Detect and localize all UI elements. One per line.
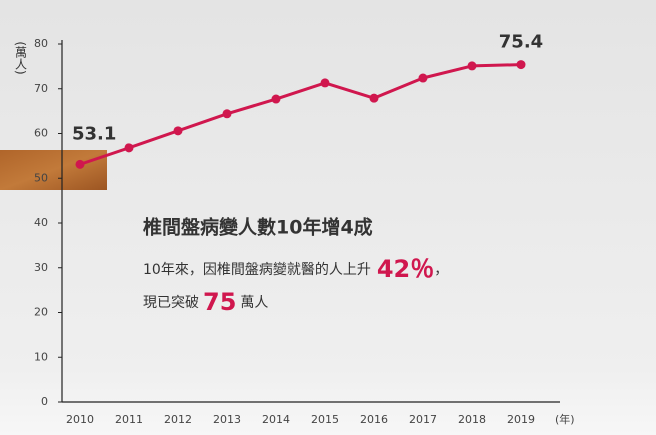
x-tick-label: 2016 (360, 413, 388, 426)
x-axis-title: (年) (555, 412, 575, 426)
annotation-highlight: 75 (203, 288, 236, 316)
y-tick-label: 80 (34, 37, 48, 50)
data-point (369, 93, 379, 103)
x-tick-label: 2013 (213, 413, 241, 426)
annotation-title: 椎間盤病變人數10年增4成 (143, 216, 373, 239)
wood-block (0, 150, 107, 190)
y-axis-title: (萬人) (14, 41, 28, 74)
y-tick-label: 70 (34, 82, 48, 95)
data-point (271, 94, 281, 104)
x-tick-label: 2018 (458, 413, 486, 426)
annotation-text: 10年來，因椎間盤病變就醫的人上升 (143, 262, 371, 278)
data-point (320, 78, 330, 88)
x-tick-label: 2015 (311, 413, 339, 426)
data-point (467, 61, 477, 71)
data-point (124, 143, 134, 153)
data-point (418, 73, 428, 83)
annotation-text: 萬人 (240, 295, 268, 311)
data-point (173, 126, 183, 136)
annotation-text: 現已突破 (143, 295, 199, 311)
x-tick-label: 2014 (262, 413, 290, 426)
y-tick-label: 0 (41, 395, 48, 408)
y-tick-label: 60 (34, 127, 48, 140)
data-point (222, 109, 232, 119)
data-line (79, 63, 522, 166)
x-tick-label: 2017 (409, 413, 437, 426)
y-tick-label: 30 (34, 261, 48, 274)
x-tick-label: 2012 (164, 413, 192, 426)
data-point (516, 60, 526, 70)
y-tick-label: 40 (34, 216, 48, 229)
annotation-line: 現已突破 75 萬人 (143, 288, 268, 316)
data-point (75, 159, 85, 169)
annotation-highlight: 42％ (377, 255, 434, 283)
y-tick-label: 10 (34, 350, 48, 363)
y-tick-label: 20 (34, 306, 48, 319)
data-label: 53.1 (72, 123, 116, 144)
x-tick-label: 2010 (66, 413, 94, 426)
x-tick-label: 2011 (115, 413, 143, 426)
annotation-line: 10年來，因椎間盤病變就醫的人上升 42％， (143, 255, 448, 283)
y-tick-label: 50 (34, 171, 48, 184)
annotation-text: ， (434, 262, 448, 278)
x-tick-label: 2019 (507, 413, 535, 426)
data-label: 75.4 (499, 32, 543, 53)
